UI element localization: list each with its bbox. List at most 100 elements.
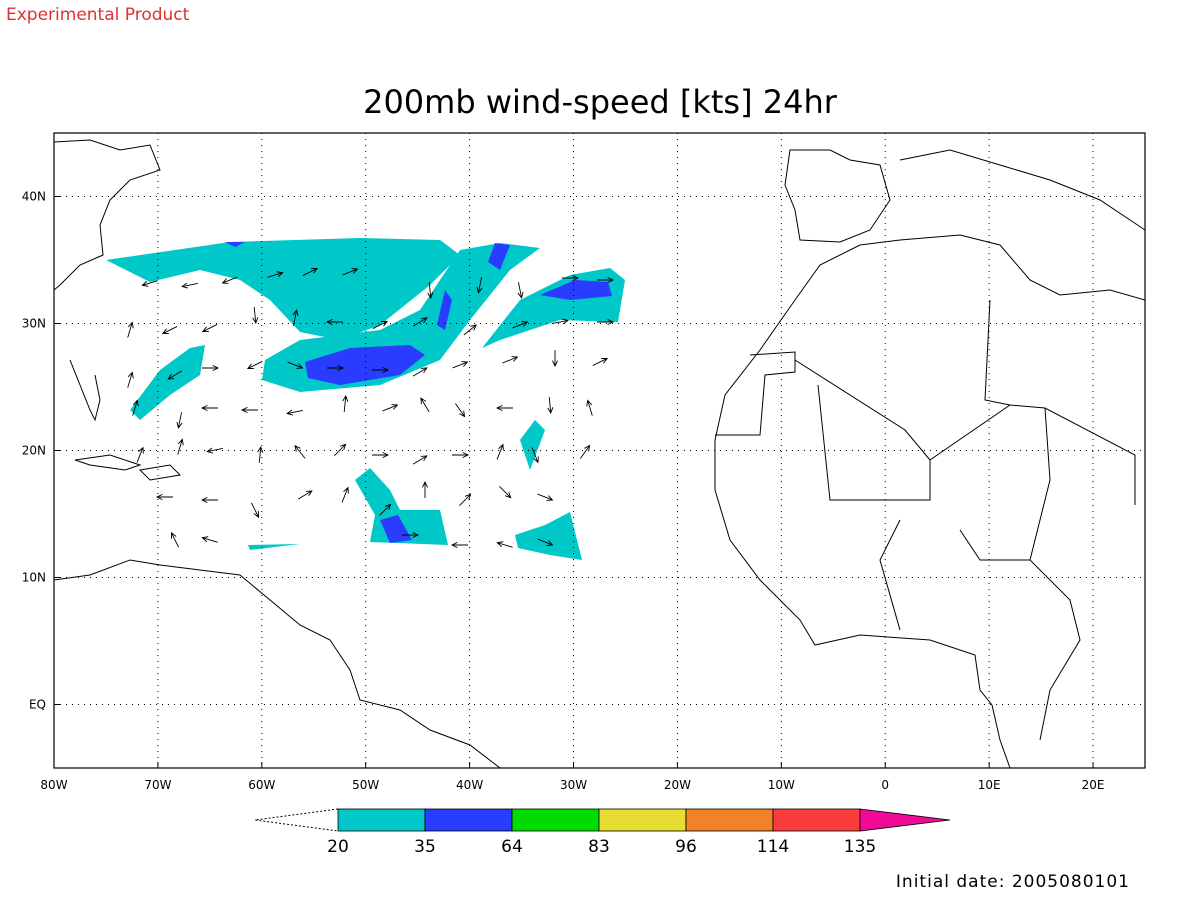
lat-tick-label: 10N [22, 571, 46, 585]
shade [305, 345, 425, 385]
wind-arrow [379, 503, 392, 516]
shade [130, 345, 205, 420]
wind-arrow [421, 480, 429, 498]
wind-shading [106, 238, 625, 560]
wind-arrow [342, 395, 349, 413]
coastline [69, 359, 101, 422]
wind-arrow [452, 451, 470, 459]
wind-arrow [372, 320, 389, 329]
wind-arrow [586, 399, 593, 416]
wind-arrow [294, 444, 306, 459]
lat-tick-label: EQ [29, 698, 46, 712]
lon-tick-label: 80W [40, 778, 67, 792]
colorbar-label: 20 [327, 837, 349, 857]
wind-arrow [412, 317, 428, 327]
wind-arrow [136, 446, 144, 463]
wind-arrow [402, 531, 420, 539]
wind-arrow [537, 493, 554, 501]
wind-arrow [286, 409, 303, 416]
wind-arrow [476, 277, 483, 294]
wind-arrow [297, 490, 313, 500]
wind-arrow [502, 356, 519, 364]
wind-arrow [327, 364, 345, 372]
shade [437, 290, 452, 330]
wind-arrow [412, 367, 428, 377]
coastline [53, 139, 161, 291]
wind-arrow [412, 455, 428, 465]
wind-arrow [592, 357, 609, 366]
wind-arrow [206, 447, 223, 454]
wind-arrow [459, 493, 472, 506]
wind-arrow [597, 318, 615, 326]
border [715, 299, 1136, 741]
wind-arrow [512, 321, 529, 329]
wind-arrow [552, 318, 569, 325]
wind-arrow [427, 281, 434, 299]
shade [488, 243, 510, 270]
wind-arrow [127, 321, 134, 338]
shade [355, 468, 448, 545]
wind-arrow [495, 404, 513, 412]
wind-arrow [246, 361, 263, 370]
wind-arrow [372, 366, 390, 374]
lon-tick-label: 20E [1082, 778, 1105, 792]
coastline [74, 454, 182, 481]
wind-arrow [292, 309, 299, 326]
coastline [899, 149, 1146, 231]
lon-tick-label: 50W [352, 778, 379, 792]
wind-arrow [517, 282, 524, 299]
lon-tick-label: 20W [664, 778, 691, 792]
wind-arrow [496, 541, 513, 548]
wind-arrow [201, 536, 218, 543]
shade [225, 242, 245, 247]
wind-arrow [287, 361, 304, 369]
coastline [53, 559, 501, 769]
wind-arrow [455, 403, 466, 418]
coastline [859, 234, 1146, 301]
wind-arrow [257, 446, 264, 464]
colorbar-segment [337, 808, 426, 832]
lon-tick-label: 10E [978, 778, 1001, 792]
wind-arrow [499, 486, 512, 499]
wind-arrow [155, 493, 173, 501]
wind-arrow [167, 370, 183, 380]
wind-arrow [452, 361, 469, 369]
lon-tick-label: 40W [456, 778, 483, 792]
colorbar-under [254, 808, 339, 832]
wind-arrow [496, 443, 504, 460]
shade [248, 544, 300, 550]
coastline [784, 149, 891, 243]
colorbar-label: 83 [588, 837, 610, 857]
colorbar-segment [772, 808, 861, 832]
shade [520, 420, 545, 470]
colorbar: 20 35 64 83 96 114 135 [254, 808, 951, 857]
wind-arrow [597, 276, 615, 284]
coastlines [53, 139, 1146, 769]
shade [106, 238, 460, 340]
colorbar-label: 35 [414, 837, 436, 857]
wind-arrow [302, 267, 319, 276]
wind-arrow [252, 306, 259, 324]
lon-tick-label: 10W [768, 778, 795, 792]
wind-arrow [531, 447, 539, 464]
wind-arrow [200, 404, 218, 412]
shade [540, 280, 612, 300]
wind-arrow [132, 399, 139, 416]
map-title: 200mb wind-speed [kts] 24hr [363, 83, 838, 121]
wind-arrow [562, 274, 580, 282]
wind-arrow [141, 280, 158, 287]
lon-tick-label: 60W [248, 778, 275, 792]
graticule [53, 133, 1145, 768]
lon-tick-label: 30W [560, 778, 587, 792]
wind-arrow [372, 451, 390, 459]
map-frame [53, 132, 1146, 769]
wind-arrow [176, 412, 183, 429]
wind-arrow [551, 350, 559, 368]
colorbar-segment [424, 808, 513, 832]
wind-arrow [240, 406, 258, 414]
wind-arrow [420, 397, 430, 413]
colorbar-label: 135 [844, 837, 876, 857]
wind-arrow [221, 276, 238, 284]
wind-arrow [170, 531, 179, 548]
wind-arrow [200, 496, 218, 504]
